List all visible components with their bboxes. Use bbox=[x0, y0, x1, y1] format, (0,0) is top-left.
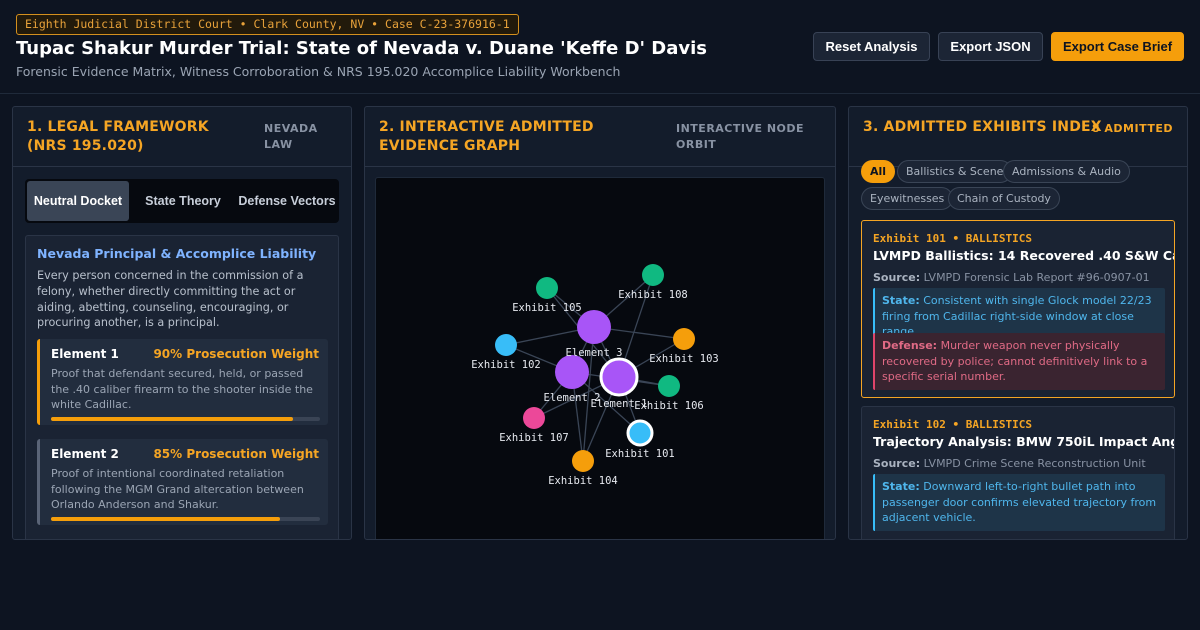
element-weight-fill bbox=[51, 417, 294, 421]
graph-node-x102[interactable] bbox=[495, 334, 517, 356]
graph-node-label: Exhibit 101 bbox=[605, 448, 675, 460]
element-weight-bar bbox=[51, 417, 320, 421]
graph-node-label: Exhibit 106 bbox=[634, 400, 704, 412]
element-description: Proof that defendant secured, held, or p… bbox=[51, 367, 313, 411]
graph-node-x105[interactable] bbox=[536, 277, 558, 299]
graph-node-x104[interactable] bbox=[572, 450, 594, 472]
graph-node-label: Exhibit 102 bbox=[471, 359, 541, 371]
exhibit-source: Source: LVMPD Crime Scene Reconstruction… bbox=[873, 457, 1146, 470]
graph-node-label: Element 3 bbox=[566, 347, 623, 359]
exhibit-tag: Exhibit 101 • BALLISTICS bbox=[873, 232, 1032, 245]
tab-defense-vectors[interactable]: Defense Vectors bbox=[238, 194, 336, 208]
filter-chip-admissions-audio[interactable]: Admissions & Audio bbox=[1003, 160, 1130, 183]
graph-node-label: Exhibit 104 bbox=[548, 475, 618, 487]
page-subtitle: Forensic Evidence Matrix, Witness Corrob… bbox=[16, 64, 621, 79]
exhibit-title: Trajectory Analysis: BMW 750iL Impact An… bbox=[873, 434, 1175, 449]
case-tag: Eighth Judicial District Court • Clark C… bbox=[16, 14, 519, 35]
graph-node-e2[interactable] bbox=[555, 355, 589, 389]
element-weight: 90% Prosecution Weight bbox=[153, 347, 319, 361]
legal-framework-panel: 1. LEGAL FRAMEWORK (NRS 195.020) NEVADA … bbox=[12, 106, 352, 540]
legal-panel-title: 1. LEGAL FRAMEWORK (NRS 195.020) bbox=[27, 119, 209, 154]
graph-node-x103[interactable] bbox=[673, 328, 695, 350]
filter-chip-ballistics-scene[interactable]: Ballistics & Scene bbox=[897, 160, 1013, 183]
element-name: Element 2 bbox=[51, 447, 119, 461]
filter-chip-chain-of-custody[interactable]: Chain of Custody bbox=[948, 187, 1060, 210]
tab-state-theory[interactable]: State Theory bbox=[145, 194, 221, 208]
graph-panel-title: 2. INTERACTIVE ADMITTED EVIDENCE GRAPH bbox=[379, 119, 594, 154]
graph-edge bbox=[582, 326, 595, 462]
graph-node-e1[interactable] bbox=[599, 357, 639, 397]
reset-analysis-button[interactable]: Reset Analysis bbox=[813, 32, 930, 61]
export-case-brief-button[interactable]: Export Case Brief bbox=[1051, 32, 1184, 61]
exhibits-panel-title: 3. ADMITTED EXHIBITS INDEX bbox=[863, 119, 1102, 135]
graph-node-x101[interactable] bbox=[626, 419, 654, 447]
doctrine-card: Nevada Principal & Accomplice Liability … bbox=[25, 235, 339, 540]
graph-node-label: Exhibit 107 bbox=[499, 432, 569, 444]
tab-neutral-docket[interactable]: Neutral Docket bbox=[27, 181, 129, 221]
legal-panel-header: 1. LEGAL FRAMEWORK (NRS 195.020) NEVADA … bbox=[13, 107, 351, 167]
graph-node-x108[interactable] bbox=[642, 264, 664, 286]
graph-panel-header: 2. INTERACTIVE ADMITTED EVIDENCE GRAPH I… bbox=[365, 107, 835, 167]
exhibits-panel-header: 3. ADMITTED EXHIBITS INDEX 8 ADMITTED bbox=[849, 107, 1187, 167]
element-description: Proof of intentional coordinated retalia… bbox=[51, 467, 304, 511]
graph-node-x107[interactable] bbox=[523, 407, 545, 429]
graph-node-label: Element 2 bbox=[544, 392, 601, 404]
exhibit-source: Source: LVMPD Forensic Lab Report #96-09… bbox=[873, 271, 1150, 284]
exhibits-count-badge: 8 ADMITTED bbox=[1091, 122, 1173, 135]
page-header: Eighth Judicial District Court • Clark C… bbox=[0, 0, 1200, 94]
state-claim: State: Downward left-to-right bullet pat… bbox=[873, 474, 1165, 531]
graph-panel-meta: INTERACTIVE NODE ORBIT bbox=[676, 122, 805, 151]
element-weight-fill bbox=[51, 517, 280, 521]
defense-claim: Defense: Murder weapon never physically … bbox=[873, 333, 1165, 390]
graph-node-x106[interactable] bbox=[658, 375, 680, 397]
element-card[interactable] bbox=[37, 539, 328, 540]
evidence-graph-panel: 2. INTERACTIVE ADMITTED EVIDENCE GRAPH I… bbox=[364, 106, 836, 540]
element-name: Element 1 bbox=[51, 347, 119, 361]
element-card[interactable]: Element 1 90% Prosecution Weight Proof t… bbox=[37, 339, 328, 425]
element-card[interactable]: Element 2 85% Prosecution Weight Proof o… bbox=[37, 439, 328, 525]
page-title: Tupac Shakur Murder Trial: State of Neva… bbox=[16, 38, 708, 59]
exhibit-card[interactable]: Exhibit 102 • BALLISTICS Trajectory Anal… bbox=[861, 406, 1175, 539]
export-json-button[interactable]: Export JSON bbox=[938, 32, 1043, 61]
exhibits-index-panel: 3. ADMITTED EXHIBITS INDEX 8 ADMITTED Al… bbox=[848, 106, 1188, 540]
filter-chip-all[interactable]: All bbox=[861, 160, 896, 183]
exhibit-card[interactable]: Exhibit 101 • BALLISTICS LVMPD Ballistic… bbox=[861, 220, 1175, 398]
docket-view-tabs: Neutral Docket State Theory Defense Vect… bbox=[25, 179, 339, 223]
graph-node-label: Exhibit 108 bbox=[618, 289, 688, 301]
element-weight-bar bbox=[51, 517, 320, 521]
exhibit-title: LVMPD Ballistics: 14 Recovered .40 S&W C… bbox=[873, 248, 1174, 263]
doctrine-text: Every person concerned in the commission… bbox=[37, 269, 304, 330]
graph-node-label: Exhibit 103 bbox=[649, 353, 719, 365]
legal-panel-meta: NEVADA LAW bbox=[264, 122, 318, 151]
filter-chip-eyewitnesses[interactable]: Eyewitnesses bbox=[861, 187, 954, 210]
element-weight: 85% Prosecution Weight bbox=[153, 447, 319, 461]
graph-node-label: Element 1 bbox=[591, 398, 648, 410]
graph-node-label: Exhibit 105 bbox=[512, 302, 582, 314]
doctrine-title: Nevada Principal & Accomplice Liability bbox=[37, 246, 317, 261]
graph-node-e3[interactable] bbox=[577, 310, 611, 344]
evidence-graph-canvas[interactable]: Element 3 Element 2 Element 1 Exhibit 105 Ex… bbox=[375, 177, 825, 540]
exhibit-tag: Exhibit 102 • BALLISTICS bbox=[873, 418, 1032, 431]
